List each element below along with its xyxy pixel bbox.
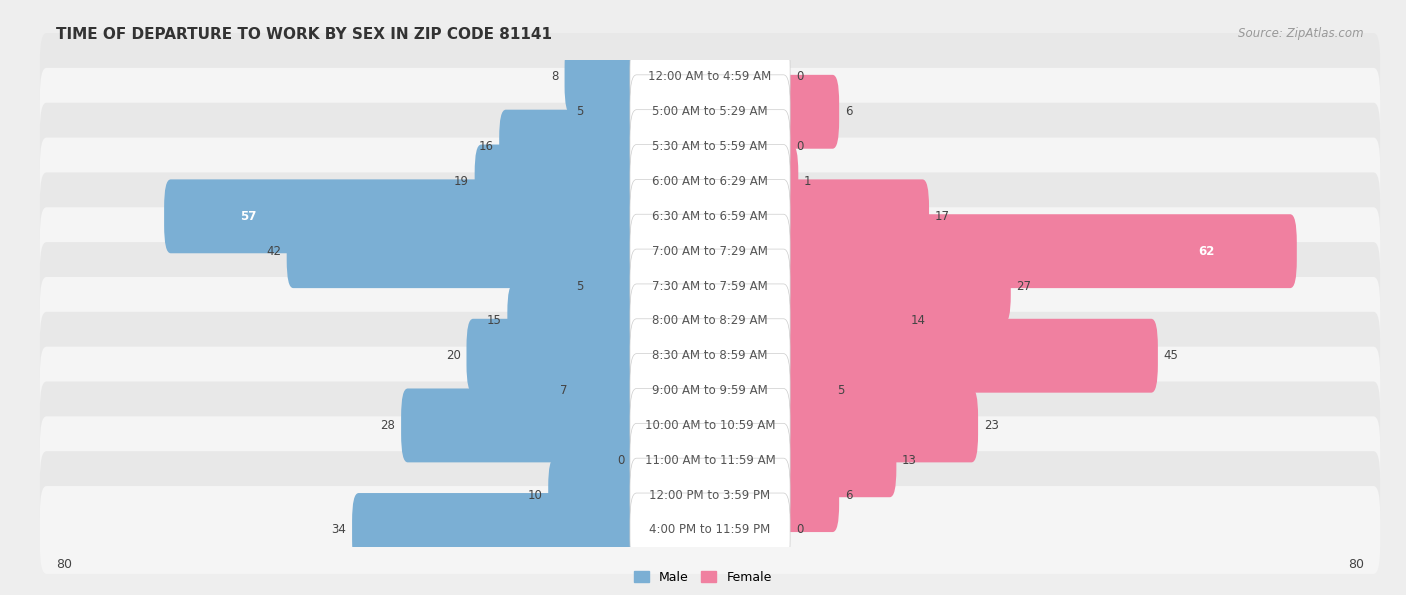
FancyBboxPatch shape — [39, 277, 1381, 365]
Text: 6: 6 — [845, 105, 852, 118]
Text: 6:00 AM to 6:29 AM: 6:00 AM to 6:29 AM — [652, 175, 768, 188]
Text: 6: 6 — [845, 488, 852, 502]
FancyBboxPatch shape — [778, 249, 1011, 323]
FancyBboxPatch shape — [39, 416, 1381, 504]
FancyBboxPatch shape — [39, 137, 1381, 226]
FancyBboxPatch shape — [39, 312, 1381, 400]
Text: 27: 27 — [1017, 280, 1032, 293]
FancyBboxPatch shape — [630, 389, 790, 462]
Text: 57: 57 — [240, 210, 257, 223]
FancyBboxPatch shape — [572, 353, 643, 428]
Text: 10: 10 — [527, 488, 543, 502]
FancyBboxPatch shape — [778, 319, 1159, 393]
FancyBboxPatch shape — [352, 493, 643, 567]
FancyBboxPatch shape — [778, 284, 904, 358]
FancyBboxPatch shape — [39, 242, 1381, 330]
FancyBboxPatch shape — [548, 458, 643, 532]
FancyBboxPatch shape — [630, 284, 790, 358]
Text: 19: 19 — [454, 175, 470, 188]
Text: 8:00 AM to 8:29 AM: 8:00 AM to 8:29 AM — [652, 314, 768, 327]
Text: 17: 17 — [935, 210, 950, 223]
FancyBboxPatch shape — [778, 423, 897, 497]
Legend: Male, Female: Male, Female — [630, 566, 776, 588]
Text: 0: 0 — [796, 524, 803, 537]
Text: 62: 62 — [1198, 245, 1215, 258]
FancyBboxPatch shape — [499, 109, 643, 184]
FancyBboxPatch shape — [778, 353, 831, 428]
Text: 7: 7 — [560, 384, 567, 397]
FancyBboxPatch shape — [467, 319, 643, 393]
FancyBboxPatch shape — [508, 284, 643, 358]
FancyBboxPatch shape — [630, 249, 790, 323]
FancyBboxPatch shape — [778, 389, 979, 462]
FancyBboxPatch shape — [630, 145, 790, 218]
Text: 15: 15 — [486, 314, 502, 327]
Text: 13: 13 — [903, 454, 917, 466]
Text: TIME OF DEPARTURE TO WORK BY SEX IN ZIP CODE 81141: TIME OF DEPARTURE TO WORK BY SEX IN ZIP … — [56, 27, 553, 42]
FancyBboxPatch shape — [565, 40, 643, 114]
FancyBboxPatch shape — [39, 103, 1381, 190]
Text: Source: ZipAtlas.com: Source: ZipAtlas.com — [1239, 27, 1364, 40]
FancyBboxPatch shape — [630, 423, 790, 497]
Text: 0: 0 — [617, 454, 624, 466]
Text: 10:00 AM to 10:59 AM: 10:00 AM to 10:59 AM — [645, 419, 775, 432]
Text: 14: 14 — [910, 314, 925, 327]
FancyBboxPatch shape — [287, 214, 643, 288]
Text: 6:30 AM to 6:59 AM: 6:30 AM to 6:59 AM — [652, 210, 768, 223]
FancyBboxPatch shape — [401, 389, 643, 462]
Text: 7:30 AM to 7:59 AM: 7:30 AM to 7:59 AM — [652, 280, 768, 293]
FancyBboxPatch shape — [39, 207, 1381, 295]
Text: 16: 16 — [478, 140, 494, 153]
FancyBboxPatch shape — [630, 458, 790, 532]
Text: 12:00 PM to 3:59 PM: 12:00 PM to 3:59 PM — [650, 488, 770, 502]
FancyBboxPatch shape — [778, 179, 929, 253]
FancyBboxPatch shape — [630, 75, 790, 149]
FancyBboxPatch shape — [475, 145, 643, 218]
Text: 45: 45 — [1164, 349, 1178, 362]
FancyBboxPatch shape — [39, 68, 1381, 156]
FancyBboxPatch shape — [630, 40, 790, 114]
FancyBboxPatch shape — [39, 33, 1381, 121]
Text: 23: 23 — [984, 419, 998, 432]
Text: 5: 5 — [576, 280, 583, 293]
FancyBboxPatch shape — [630, 353, 790, 428]
FancyBboxPatch shape — [39, 451, 1381, 539]
Text: 1: 1 — [804, 175, 811, 188]
FancyBboxPatch shape — [778, 75, 839, 149]
Text: 28: 28 — [381, 419, 395, 432]
Text: 80: 80 — [1348, 558, 1364, 571]
FancyBboxPatch shape — [165, 179, 643, 253]
Text: 5:00 AM to 5:29 AM: 5:00 AM to 5:29 AM — [652, 105, 768, 118]
Text: 20: 20 — [446, 349, 461, 362]
Text: 5: 5 — [576, 105, 583, 118]
FancyBboxPatch shape — [630, 179, 790, 253]
Text: 12:00 AM to 4:59 AM: 12:00 AM to 4:59 AM — [648, 70, 772, 83]
FancyBboxPatch shape — [630, 319, 790, 393]
FancyBboxPatch shape — [39, 381, 1381, 469]
Text: 8:30 AM to 8:59 AM: 8:30 AM to 8:59 AM — [652, 349, 768, 362]
FancyBboxPatch shape — [39, 173, 1381, 260]
FancyBboxPatch shape — [778, 145, 799, 218]
Text: 5: 5 — [837, 384, 844, 397]
Text: 80: 80 — [56, 558, 72, 571]
Text: 7:00 AM to 7:29 AM: 7:00 AM to 7:29 AM — [652, 245, 768, 258]
Text: 8: 8 — [551, 70, 558, 83]
FancyBboxPatch shape — [630, 109, 790, 184]
FancyBboxPatch shape — [589, 249, 643, 323]
FancyBboxPatch shape — [778, 458, 839, 532]
Text: 5:30 AM to 5:59 AM: 5:30 AM to 5:59 AM — [652, 140, 768, 153]
Text: 0: 0 — [796, 140, 803, 153]
Text: 4:00 PM to 11:59 PM: 4:00 PM to 11:59 PM — [650, 524, 770, 537]
FancyBboxPatch shape — [778, 214, 1296, 288]
Text: 0: 0 — [796, 70, 803, 83]
FancyBboxPatch shape — [630, 493, 790, 567]
FancyBboxPatch shape — [589, 75, 643, 149]
FancyBboxPatch shape — [39, 347, 1381, 434]
Text: 11:00 AM to 11:59 AM: 11:00 AM to 11:59 AM — [645, 454, 775, 466]
FancyBboxPatch shape — [39, 486, 1381, 574]
Text: 42: 42 — [266, 245, 281, 258]
Text: 9:00 AM to 9:59 AM: 9:00 AM to 9:59 AM — [652, 384, 768, 397]
Text: 34: 34 — [332, 524, 346, 537]
FancyBboxPatch shape — [630, 214, 790, 288]
